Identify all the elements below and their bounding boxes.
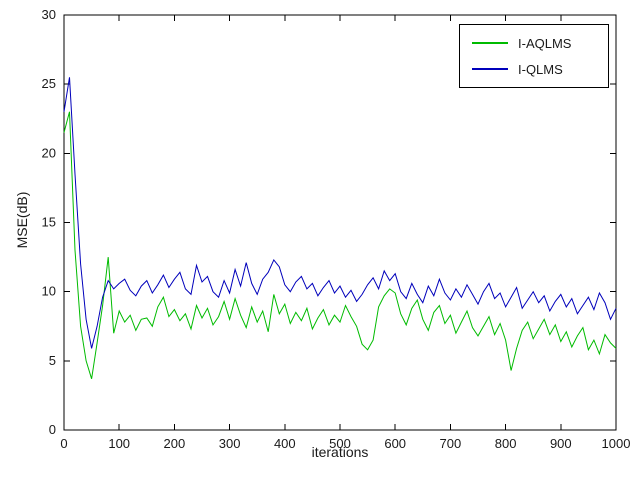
x-tick-label: 100 bbox=[108, 436, 130, 451]
x-tick-label: 700 bbox=[440, 436, 462, 451]
x-tick-label: 400 bbox=[274, 436, 296, 451]
x-tick-label: 900 bbox=[550, 436, 572, 451]
y-tick-label: 15 bbox=[42, 215, 56, 230]
y-tick-label: 0 bbox=[49, 422, 56, 437]
y-tick-label: 30 bbox=[42, 7, 56, 22]
x-tick-label: 600 bbox=[384, 436, 406, 451]
x-tick-label: 200 bbox=[164, 436, 186, 451]
x-tick-label: 800 bbox=[495, 436, 517, 451]
legend-line-sample-green bbox=[472, 42, 508, 44]
legend-label: I-AQLMS bbox=[518, 35, 572, 51]
series-line-i-qlms bbox=[63, 77, 617, 349]
legend-line-sample-blue bbox=[472, 68, 508, 70]
y-tick-label: 20 bbox=[42, 145, 56, 160]
y-axis-label: MSE(dB) bbox=[14, 191, 30, 249]
x-tick-label: 500 bbox=[329, 436, 351, 451]
legend-item: I-AQLMS bbox=[472, 30, 608, 56]
x-axis-label: iterations bbox=[311, 444, 369, 460]
x-tick-label: 300 bbox=[219, 436, 241, 451]
legend-label: I-QLMS bbox=[518, 61, 563, 77]
y-tick-label: 25 bbox=[42, 76, 56, 91]
legend: I-AQLMS I-QLMS bbox=[459, 24, 609, 88]
legend-item: I-QLMS bbox=[472, 56, 608, 82]
y-tick-label: 10 bbox=[42, 284, 56, 299]
x-tick-label: 1000 bbox=[602, 436, 631, 451]
series-line-i-aqlms bbox=[63, 111, 617, 379]
y-tick-label: 5 bbox=[49, 353, 56, 368]
x-tick-label: 0 bbox=[60, 436, 67, 451]
